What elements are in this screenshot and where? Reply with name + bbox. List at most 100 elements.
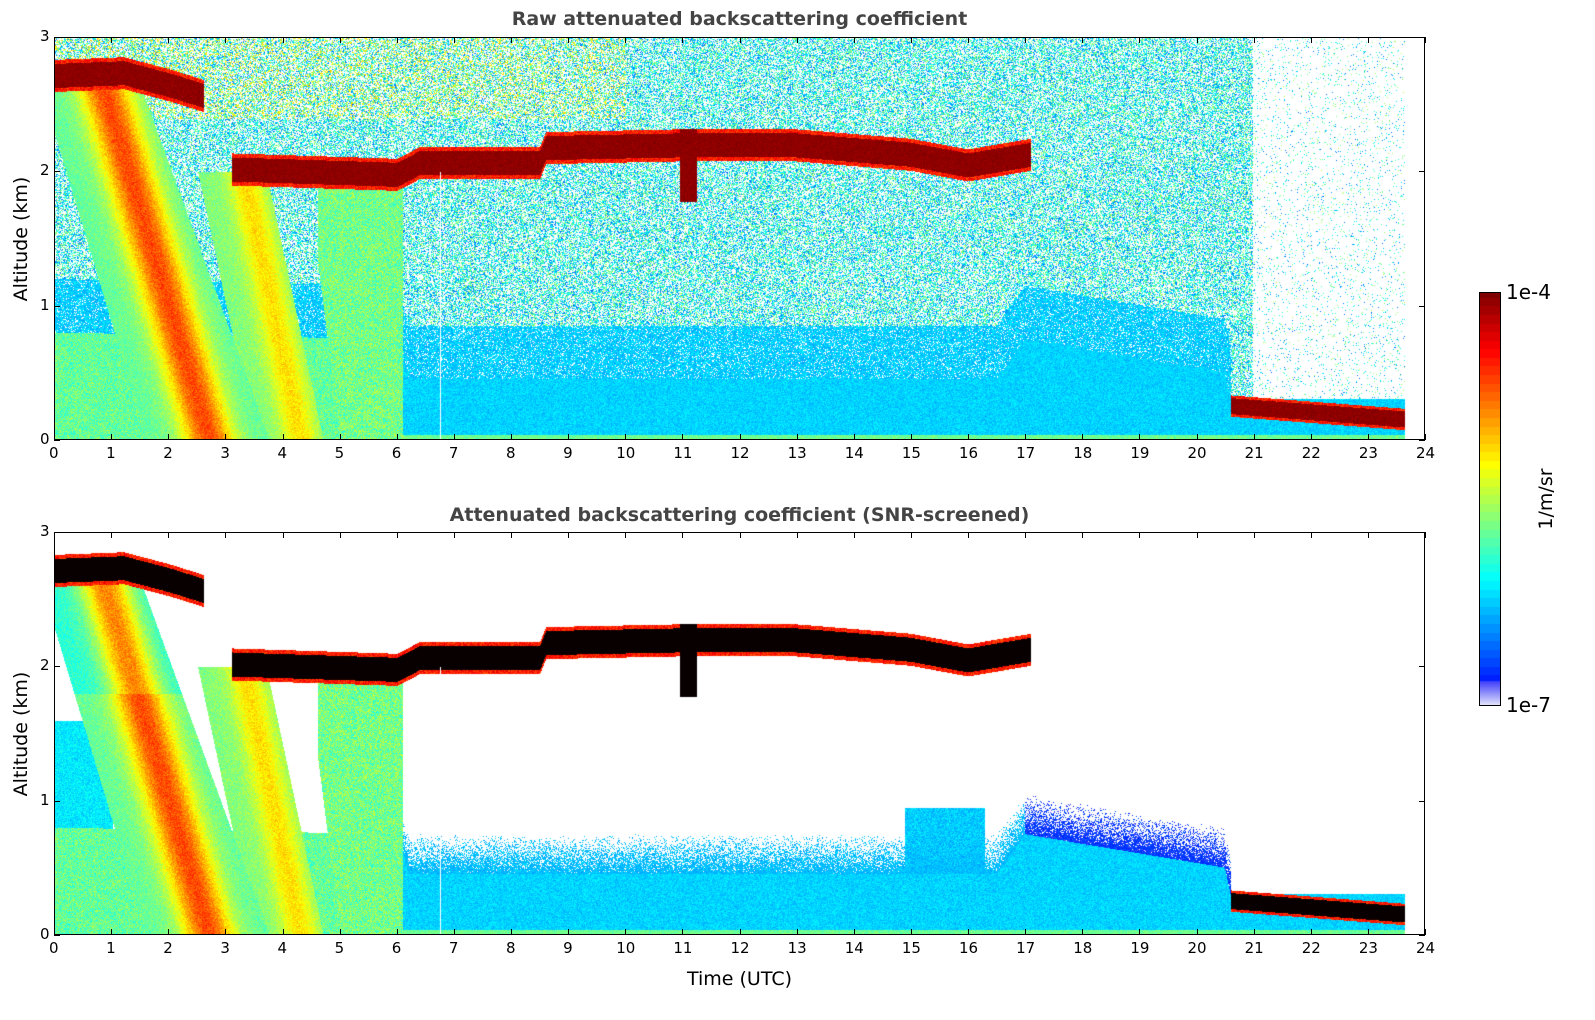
x-tick-mark [168,434,170,440]
y-tick-mark [54,37,60,38]
x-tick-label: 11 [673,444,693,462]
x-tick-label: 1 [106,444,116,462]
x-tick-mark [111,532,113,538]
x-tick-mark [1139,37,1141,43]
y-tick-mark [1419,532,1425,533]
x-tick-label: 22 [1301,939,1321,957]
x-tick-label: 19 [1130,444,1150,462]
x-tick-mark [1025,532,1027,538]
x-tick-label: 10 [616,444,636,462]
x-tick-mark [1310,929,1312,935]
x-tick-mark [168,532,170,538]
x-tick-label: 13 [787,939,807,957]
x-tick-mark [910,532,912,538]
x-tick-label: 4 [277,444,288,462]
x-tick-label: 18 [1073,939,1093,957]
x-tick-mark [396,929,398,935]
y-tick-label: 1 [40,295,50,314]
x-tick-mark [111,929,113,935]
x-tick-mark [625,532,627,538]
x-tick-mark [1367,929,1369,935]
x-tick-mark [1025,434,1027,440]
x-tick-mark [796,434,798,440]
y-tick-label: 2 [40,656,50,675]
x-tick-mark [1082,929,1084,935]
x-tick-mark [1425,434,1426,440]
x-tick-mark [1196,434,1198,440]
x-tick-label: 23 [1358,939,1378,957]
x-tick-label: 0 [49,444,59,462]
colorbar-min-label: 1e-7 [1506,693,1551,717]
x-tick-mark [796,37,798,43]
x-tick-mark [625,434,627,440]
y-tick-mark [54,171,60,173]
x-tick-label: 20 [1187,444,1207,462]
x-tick-label: 10 [616,939,636,957]
x-tick-mark [968,532,969,538]
x-tick-mark [1367,37,1369,43]
x-tick-mark [396,532,398,538]
x-tick-label: 3 [220,444,230,462]
x-tick-mark [568,434,570,440]
x-tick-mark [1196,37,1198,43]
x-tick-mark [1425,37,1426,43]
x-tick-mark [853,37,855,43]
x-tick-mark [1310,434,1312,440]
x-tick-label: 22 [1301,444,1321,462]
x-tick-label: 20 [1187,939,1207,957]
x-tick-mark [54,929,55,935]
x-tick-mark [511,929,512,935]
x-tick-mark [225,434,227,440]
x-tick-mark [282,929,284,935]
x-axis-label: Time (UTC) [686,968,793,990]
x-tick-mark [339,929,341,935]
y-tick-mark [1419,305,1425,307]
colorbar-max-label: 1e-4 [1506,280,1551,304]
x-tick-mark [282,434,284,440]
x-tick-mark [453,532,455,538]
x-tick-mark [511,37,512,43]
y-tick-mark [1419,440,1425,441]
x-tick-mark [625,929,627,935]
top-chart-title: Raw attenuated backscattering coefficien… [511,8,968,30]
bottom-heatmap [55,533,1424,934]
x-tick-mark [54,434,55,440]
x-tick-mark [168,37,170,43]
bottom-y-axis-label: Altitude (km) [10,671,32,797]
x-tick-mark [1139,532,1141,538]
x-tick-label: 5 [334,444,345,462]
x-tick-label: 8 [506,939,516,957]
x-tick-mark [1139,434,1141,440]
colorbar-gradient [1480,293,1500,705]
x-tick-label: 2 [163,939,173,957]
x-tick-label: 16 [959,939,979,957]
x-tick-mark [739,929,741,935]
x-tick-label: 13 [787,444,807,462]
x-tick-mark [682,37,684,43]
y-tick-mark [1419,935,1425,936]
y-tick-mark [1419,37,1425,38]
x-tick-mark [282,37,284,43]
x-tick-mark [1196,929,1198,935]
x-tick-label: 12 [730,444,750,462]
x-tick-mark [1139,929,1141,935]
y-tick-label: 3 [40,27,50,45]
x-tick-mark [225,37,227,43]
x-tick-mark [282,532,284,538]
x-tick-mark [511,532,512,538]
y-tick-mark [54,800,60,802]
x-tick-mark [682,929,684,935]
x-tick-label: 9 [563,939,573,957]
x-tick-label: 15 [901,444,921,462]
y-tick-mark [1419,171,1425,173]
top-y-axis-label: Altitude (km) [10,176,32,302]
x-tick-mark [396,434,398,440]
x-tick-mark [968,434,969,440]
x-tick-label: 24 [1416,939,1436,957]
x-tick-label: 12 [730,939,750,957]
x-tick-label: 23 [1358,444,1378,462]
x-tick-mark [1196,532,1198,538]
x-tick-mark [339,532,341,538]
x-tick-mark [1025,929,1027,935]
x-tick-mark [910,37,912,43]
